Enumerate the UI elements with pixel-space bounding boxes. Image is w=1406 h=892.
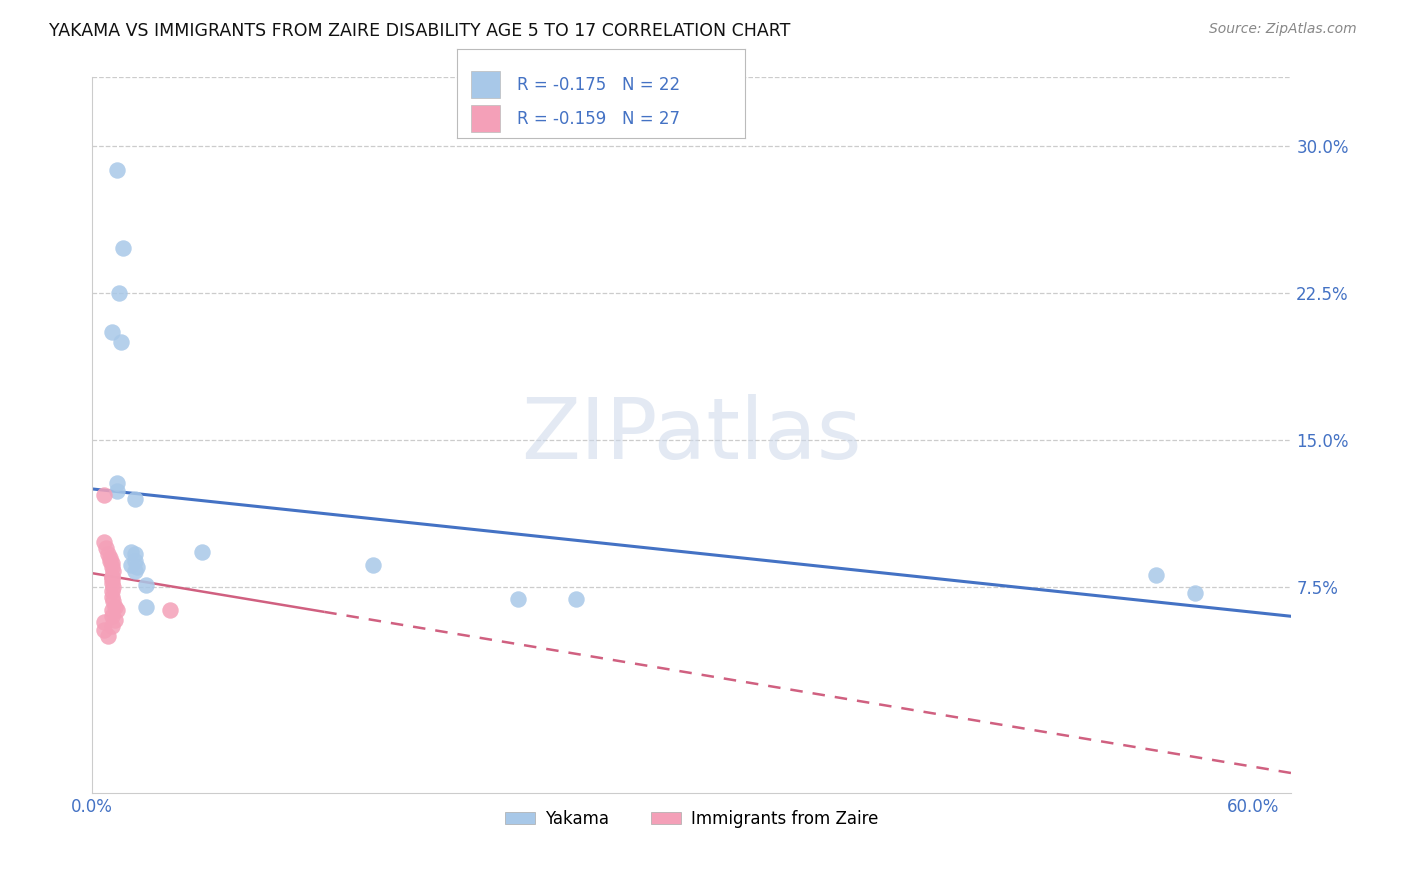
Text: R = -0.175   N = 22: R = -0.175 N = 22 [517,76,681,94]
Point [104,613,127,627]
Point [120,558,142,573]
Point [93,488,115,502]
Point [93,534,115,549]
Point [93,623,115,637]
Point [135,599,157,614]
Point [135,578,157,592]
Point [100,619,122,633]
Text: YAKAMA VS IMMIGRANTS FROM ZAIRE DISABILITY AGE 5 TO 17 CORRELATION CHART: YAKAMA VS IMMIGRANTS FROM ZAIRE DISABILI… [49,22,790,40]
Point [100,609,122,624]
Point [100,557,122,571]
Point [103,564,125,578]
Point [120,544,142,558]
Point [100,590,122,604]
Point [100,576,122,591]
Point [98,554,121,568]
Point [1184,586,1206,600]
Point [100,583,122,598]
Point [100,570,122,584]
Point [105,483,128,498]
Point [100,560,122,574]
Point [105,162,128,177]
Point [100,603,122,617]
FancyBboxPatch shape [471,105,501,132]
Point [124,554,146,568]
Point [124,491,146,506]
Point [124,564,146,578]
Point [105,476,128,491]
Point [104,599,127,614]
Text: Source: ZipAtlas.com: Source: ZipAtlas.com [1209,22,1357,37]
Point [125,560,148,574]
Point [564,591,586,606]
Point [100,572,122,586]
Point [124,547,146,561]
Point [103,580,125,594]
Legend: Yakama, Immigrants from Zaire: Yakama, Immigrants from Zaire [499,803,884,834]
Point [191,544,214,558]
FancyBboxPatch shape [471,71,501,98]
Point [110,334,132,349]
Point [108,285,131,300]
Point [112,241,135,255]
Point [1144,568,1167,582]
Point [93,615,115,630]
Point [159,603,181,617]
Point [361,558,384,573]
Text: R = -0.159   N = 27: R = -0.159 N = 27 [517,110,681,128]
Point [98,550,121,565]
Text: ZIPatlas: ZIPatlas [522,393,862,476]
Point [105,603,128,617]
Point [97,629,120,643]
Point [100,325,122,339]
Point [97,547,120,561]
Point [103,593,125,607]
Point [94,541,117,555]
Point [506,591,529,606]
Point [100,570,122,584]
